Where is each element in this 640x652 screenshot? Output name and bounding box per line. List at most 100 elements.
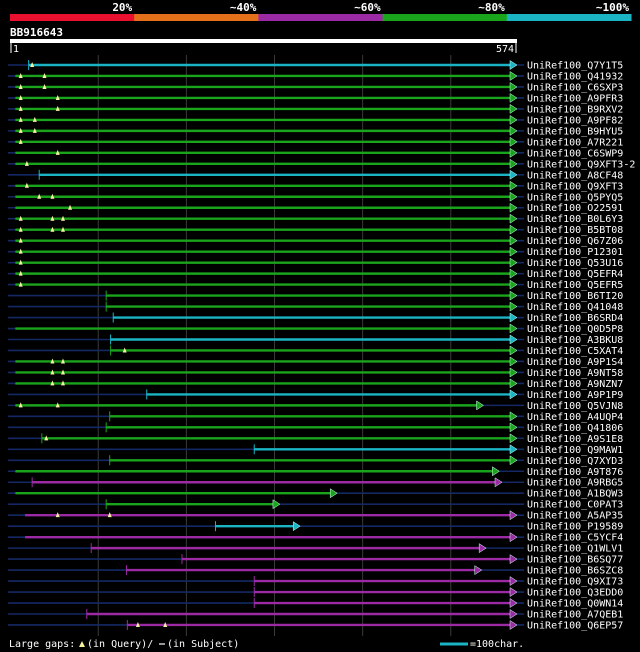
hit-id-label[interactable]: UniRef100_Q5EFR4 [527,269,623,280]
hit-row[interactable]: UniRef100_C5YCF4 [8,532,623,544]
hit-id-label[interactable]: UniRef100_P12301 [527,247,623,258]
hit-row[interactable]: UniRef100_A9P1P9 [8,389,623,401]
hit-id-label[interactable]: UniRef100_B6SRD4 [527,313,623,324]
hit-id-label[interactable]: UniRef100_A4UQP4 [527,412,623,423]
hit-row[interactable]: UniRef100_A8CF48 [8,169,623,182]
hit-id-label[interactable]: UniRef100_A9PF82 [527,115,623,126]
hit-row[interactable]: UniRef100_B5BT08 [8,224,623,236]
hit-row[interactable]: UniRef100_A4UQP4 [8,411,623,423]
hit-id-label[interactable]: UniRef100_A9T876 [527,467,623,478]
hit-id-label[interactable]: UniRef100_B6SQ77 [527,555,623,566]
hit-id-label[interactable]: UniRef100_Q41932 [527,71,623,82]
hit-id-label[interactable]: UniRef100_A1BQW3 [527,489,623,500]
hit-row[interactable]: UniRef100_B0L6Y3 [8,213,623,225]
hit-row[interactable]: UniRef100_A9PF82 [8,114,623,126]
hit-row[interactable]: UniRef100_B6SQ77 [8,554,623,566]
hit-row[interactable]: UniRef100_Q41048 [8,301,623,314]
hit-id-label[interactable]: UniRef100_A7QEB1 [527,610,623,621]
hit-row[interactable]: UniRef100_Q9XFT3-2 [8,158,635,170]
hit-row[interactable]: UniRef100_Q41932 [8,71,623,82]
hit-id-label[interactable]: UniRef100_Q41048 [527,302,623,313]
hit-row[interactable]: UniRef100_B6SZC8 [8,565,623,577]
hit-row[interactable]: UniRef100_Q0D5P8 [8,323,623,335]
hit-row[interactable]: UniRef100_B9RXV2 [8,103,623,115]
hit-id-label[interactable]: UniRef100_C6SWP9 [527,148,623,159]
hit-id-label[interactable]: UniRef100_Q7XYD3 [527,456,623,467]
hit-id-label[interactable]: UniRef100_Q7Y1T5 [527,61,623,72]
hit-row[interactable]: UniRef100_A5AP35 [8,510,623,522]
hit-id-label[interactable]: UniRef100_Q0WN14 [527,599,623,610]
hit-row[interactable]: UniRef100_B6TI20 [8,290,623,303]
hit-row[interactable]: UniRef100_A9T876 [8,466,623,478]
hit-row[interactable]: UniRef100_A7R221 [8,136,623,148]
hit-id-label[interactable]: UniRef100_Q41806 [527,423,623,434]
hit-id-label[interactable]: UniRef100_Q5EFR5 [527,280,623,291]
hit-row[interactable]: UniRef100_O22591 [8,202,623,214]
hit-id-label[interactable]: UniRef100_C6SXP3 [527,82,623,93]
hit-id-label[interactable]: UniRef100_Q9XFT3-2 [527,159,635,170]
hit-id-label[interactable]: UniRef100_Q9XI73 [527,577,623,588]
hit-id-label[interactable]: UniRef100_B9HYU5 [527,126,623,137]
hit-id-label[interactable]: UniRef100_Q5PYQ5 [527,192,623,203]
hit-row[interactable]: UniRef100_A9NT58 [8,367,623,379]
hit-id-label[interactable]: UniRef100_A5AP35 [527,511,623,522]
hit-row[interactable]: UniRef100_Q9XI73 [8,576,623,588]
hit-id-label[interactable]: UniRef100_Q3EDD0 [527,588,623,599]
hit-row[interactable]: UniRef100_A9S1E8 [8,433,623,445]
hit-row[interactable]: UniRef100_Q5PYQ5 [8,191,623,203]
hit-row[interactable]: UniRef100_Q7XYD3 [8,455,623,467]
hit-row[interactable]: UniRef100_Q3EDD0 [8,587,623,599]
hit-row[interactable]: UniRef100_A1BQW3 [8,488,623,500]
hit-id-label[interactable]: UniRef100_B6TI20 [527,291,623,302]
hit-row[interactable]: UniRef100_P12301 [8,246,623,258]
hit-id-label[interactable]: UniRef100_Q9XFT3 [527,181,623,192]
hit-row[interactable]: UniRef100_Q7Y1T5 [8,60,623,72]
hit-row[interactable]: UniRef100_Q5VJN8 [8,400,623,412]
hit-id-label[interactable]: UniRef100_A7R221 [527,137,623,148]
hit-id-label[interactable]: UniRef100_A9NT58 [527,368,623,379]
hit-id-label[interactable]: UniRef100_O22591 [527,203,623,214]
hit-row[interactable]: UniRef100_C5XAT4 [8,345,623,357]
hit-row[interactable]: UniRef100_Q41806 [8,422,623,434]
hit-id-label[interactable]: UniRef100_B0L6Y3 [527,214,623,225]
hit-id-label[interactable]: UniRef100_B9RXV2 [527,104,623,115]
hit-row[interactable]: UniRef100_A7QEB1 [8,609,623,621]
hit-row[interactable]: UniRef100_C6SWP9 [8,147,623,159]
hit-row[interactable]: UniRef100_Q1WLV1 [8,543,623,555]
hit-id-label[interactable]: UniRef100_A9S1E8 [527,434,623,445]
hit-id-label[interactable]: UniRef100_Q1WLV1 [527,544,623,555]
hit-row[interactable]: UniRef100_B6SRD4 [8,312,623,325]
hit-id-label[interactable]: UniRef100_A9P1S4 [527,357,623,368]
hit-row[interactable]: UniRef100_A9RBG5 [8,477,623,489]
hit-row[interactable]: UniRef100_C6SXP3 [8,82,623,93]
hit-row[interactable]: UniRef100_Q5EFR4 [8,268,623,280]
hit-id-label[interactable]: UniRef100_C5XAT4 [527,346,623,357]
hit-id-label[interactable]: UniRef100_A9PFR3 [527,93,623,104]
hit-id-label[interactable]: UniRef100_Q67Z06 [527,236,623,247]
hit-id-label[interactable]: UniRef100_A3BKU8 [527,335,623,346]
hit-id-label[interactable]: UniRef100_A9RBG5 [527,478,623,489]
hit-id-label[interactable]: UniRef100_B5BT08 [527,225,623,236]
hit-row[interactable]: UniRef100_Q53U16 [8,257,623,269]
hit-id-label[interactable]: UniRef100_C5YCF4 [527,533,623,544]
hit-id-label[interactable]: UniRef100_Q6EP57 [527,620,623,631]
hit-id-label[interactable]: UniRef100_A9NZN7 [527,379,623,390]
hit-row[interactable]: UniRef100_A9NZN7 [8,378,623,390]
hit-id-label[interactable]: UniRef100_P19589 [527,522,623,533]
hit-id-label[interactable]: UniRef100_Q9MAW1 [527,445,623,456]
hit-row[interactable]: UniRef100_A3BKU8 [8,334,623,347]
hit-row[interactable]: UniRef100_Q9XFT3 [8,180,623,192]
hit-row[interactable]: UniRef100_Q67Z06 [8,235,623,247]
hit-row[interactable]: UniRef100_Q0WN14 [8,598,623,610]
hit-id-label[interactable]: UniRef100_Q53U16 [527,258,623,269]
hit-row[interactable]: UniRef100_A9PFR3 [8,92,623,104]
hit-row[interactable]: UniRef100_B9HYU5 [8,125,623,137]
hit-id-label[interactable]: UniRef100_A9P1P9 [527,390,623,401]
hit-row[interactable]: UniRef100_Q6EP57 [8,619,623,632]
hit-id-label[interactable]: UniRef100_C0PAT3 [527,500,623,511]
hit-row[interactable]: UniRef100_A9P1S4 [8,356,623,368]
hit-row[interactable]: UniRef100_Q9MAW1 [8,444,623,456]
hit-id-label[interactable]: UniRef100_Q0D5P8 [527,324,623,335]
hit-id-label[interactable]: UniRef100_Q5VJN8 [527,401,623,412]
hit-row[interactable]: UniRef100_Q5EFR5 [8,279,623,291]
